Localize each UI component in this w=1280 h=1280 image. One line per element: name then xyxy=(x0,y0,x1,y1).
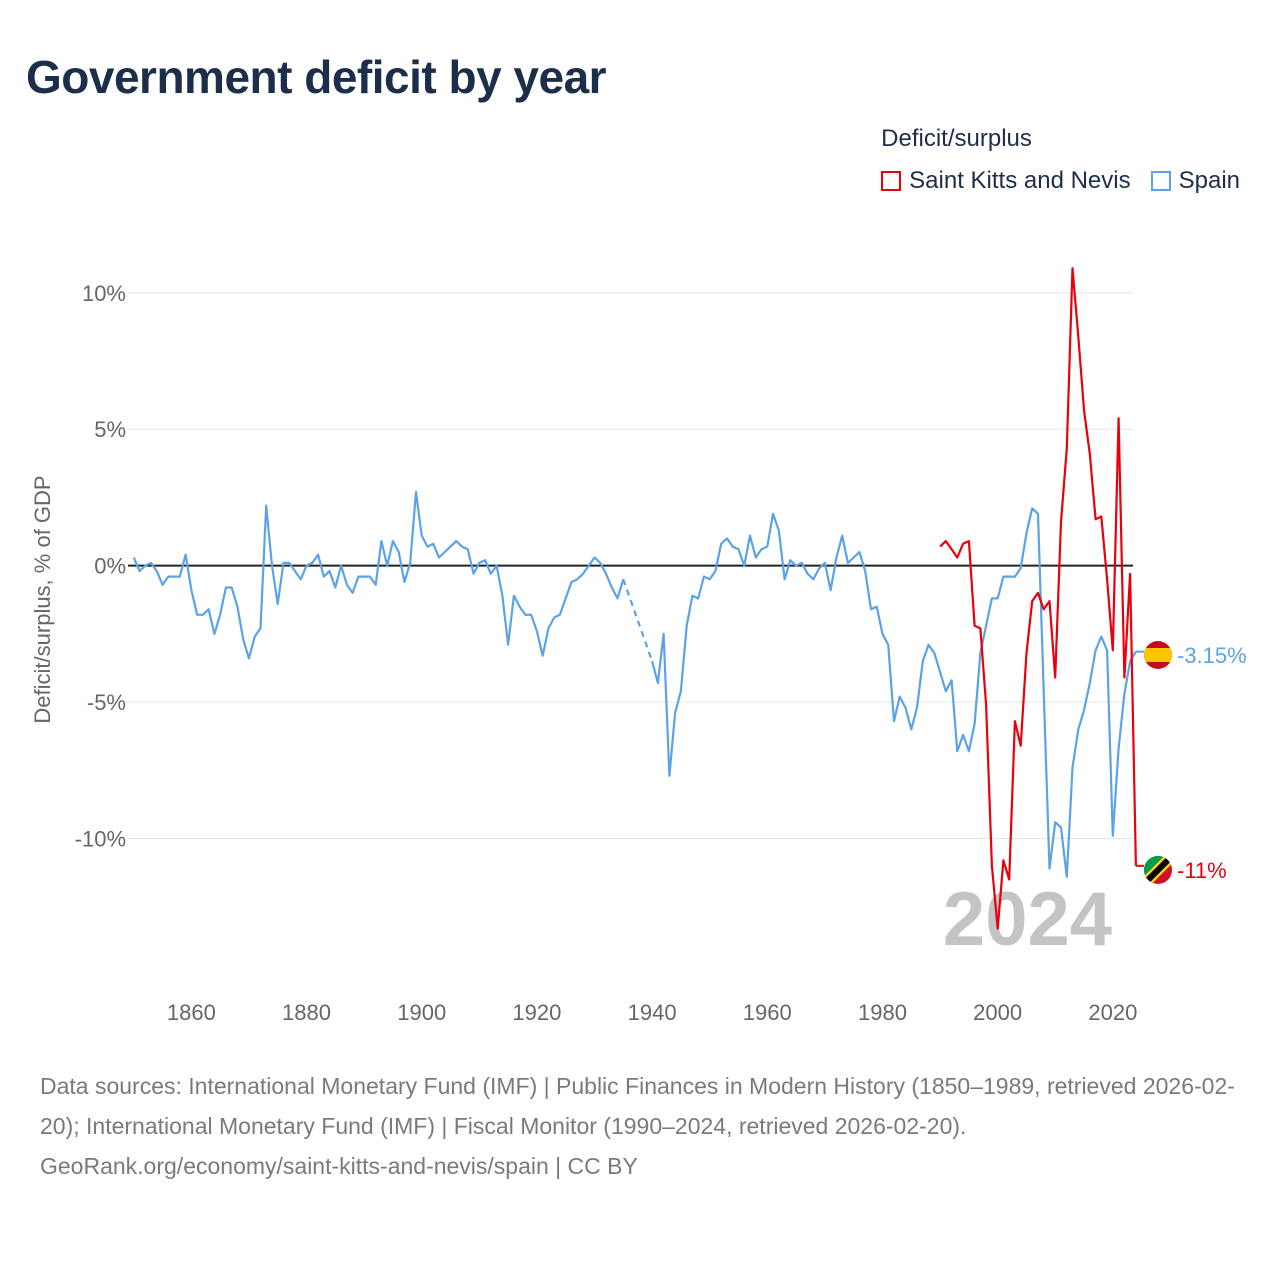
legend-swatch-spain xyxy=(1150,171,1171,191)
y-tick-label: 10% xyxy=(82,281,126,306)
legend: Deficit/surplus Saint Kitts and Nevis Sp… xyxy=(881,125,1240,195)
x-tick-label: 1980 xyxy=(858,1000,907,1025)
legend-item-spain[interactable]: Spain xyxy=(1150,167,1240,195)
footer: Data sources: International Monetary Fun… xyxy=(40,1066,1240,1186)
y-tick-label: 0% xyxy=(94,554,126,579)
y-tick-label: 5% xyxy=(94,417,126,442)
spain-flag-icon xyxy=(1144,641,1172,669)
spain-series-line xyxy=(651,507,1137,878)
legend-label-saint-kitts-and-nevis: Saint Kitts and Nevis xyxy=(909,167,1131,194)
x-tick-label: 2000 xyxy=(973,1000,1022,1025)
saint-kitts-and-nevis-flag-icon xyxy=(1144,856,1172,884)
x-tick-label: 1960 xyxy=(743,1000,792,1025)
y-axis-label: Deficit/surplus, % of GDP xyxy=(30,475,55,723)
year-watermark: 2024 xyxy=(943,877,1112,962)
legend-label-spain: Spain xyxy=(1178,167,1240,194)
legend-swatch-saint-kitts-and-nevis xyxy=(881,171,902,191)
spain-end-label: -3.15% xyxy=(1177,643,1247,668)
x-tick-label: 2020 xyxy=(1088,1000,1137,1025)
source-url[interactable]: GeoRank.org/economy/saint-kitts-and-nevi… xyxy=(40,1153,638,1179)
y-tick-label: -5% xyxy=(87,690,126,715)
x-tick-label: 1860 xyxy=(167,1000,216,1025)
x-tick-label: 1920 xyxy=(512,1000,561,1025)
spain-series-line xyxy=(132,490,625,660)
legend-title: Deficit/surplus xyxy=(881,125,1032,152)
x-tick-label: 1900 xyxy=(397,1000,446,1025)
line-chart: 10% 5% 0% -5% -10% 1860 1880 1900 1920 1940 1960 19… xyxy=(30,267,1247,1025)
saint-kitts-and-nevis-series-line xyxy=(939,267,1137,930)
y-tick-label: -10% xyxy=(75,827,126,852)
saint-kitts-and-nevis-end-label: -11% xyxy=(1177,858,1227,883)
chart-title: Government deficit by year xyxy=(26,51,607,103)
x-tick-label: 1940 xyxy=(628,1000,677,1025)
spain-gap-line xyxy=(622,578,654,662)
data-sources: Data sources: International Monetary Fun… xyxy=(40,1073,1235,1139)
legend-item-saint-kitts-and-nevis[interactable]: Saint Kitts and Nevis xyxy=(881,167,1131,195)
x-tick-label: 1880 xyxy=(282,1000,331,1025)
